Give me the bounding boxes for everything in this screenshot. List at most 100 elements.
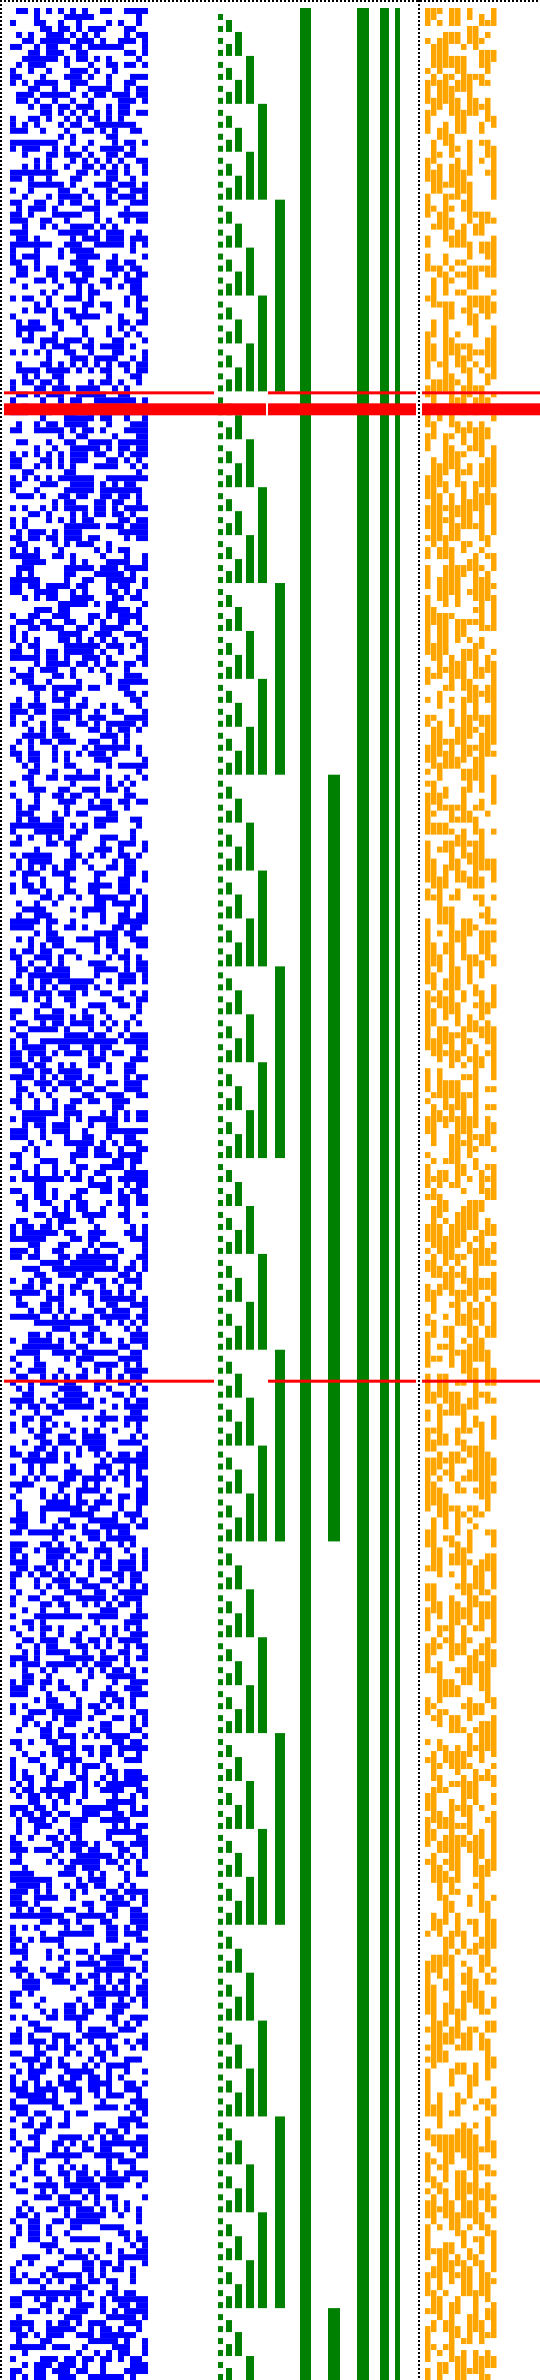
green-bit-run — [218, 253, 223, 260]
orange-cell-run — [431, 2176, 437, 2189]
blue-cell — [106, 1373, 112, 1380]
orange-cell-run — [479, 690, 485, 697]
blue-cell — [46, 1403, 58, 1410]
green-bit-run — [218, 1379, 223, 1386]
green-bit-run — [235, 2044, 242, 2069]
green-bit-run — [226, 235, 232, 248]
blue-cell — [130, 2362, 148, 2369]
blue-cell — [22, 295, 34, 302]
blue-cell — [136, 1499, 148, 1506]
blue-cell — [118, 1493, 130, 1500]
blue-cell — [10, 211, 22, 218]
orange-cell-run — [461, 427, 467, 446]
green-bit-run — [226, 834, 232, 847]
blue-cell — [88, 636, 94, 643]
orange-cell-run — [479, 1643, 485, 1656]
orange-cell-run — [431, 43, 437, 68]
orange-cell-run — [479, 990, 485, 1021]
green-bit-run — [218, 121, 223, 128]
orange-cell-run — [485, 2038, 491, 2081]
blue-cell — [16, 900, 22, 907]
orange-cell-run — [455, 397, 461, 404]
blue-cell — [64, 2176, 70, 2183]
blue-cell — [100, 1283, 106, 1290]
blue-cell — [70, 517, 76, 524]
blue-cell — [94, 2170, 100, 2177]
blue-cell — [16, 960, 22, 967]
orange-cell-run — [455, 1080, 461, 1111]
blue-cell — [136, 1020, 142, 1027]
blue-cell — [130, 2098, 148, 2105]
blue-cell — [46, 439, 52, 446]
blue-cell — [16, 1361, 22, 1368]
blue-cell — [58, 547, 64, 554]
blue-cell — [22, 1265, 40, 1272]
blue-cell — [100, 2140, 148, 2147]
green-bit-run — [235, 1517, 242, 1542]
orange-cell-run — [479, 2098, 485, 2105]
blue-cell — [124, 1325, 130, 1332]
blue-cell — [46, 2080, 52, 2087]
green-bit-run — [218, 1751, 223, 1758]
blue-cell — [10, 2002, 22, 2009]
blue-cell — [40, 2008, 46, 2015]
blue-cell — [142, 355, 148, 362]
blue-cell — [94, 660, 100, 667]
green-bit-run — [218, 373, 223, 380]
green-bit-run — [218, 505, 223, 512]
blue-cell — [118, 2230, 130, 2237]
blue-cell — [34, 475, 40, 482]
blue-cell — [82, 912, 88, 919]
orange-cell-run — [425, 433, 431, 452]
blue-cell — [70, 1637, 82, 1644]
blue-cell — [94, 948, 100, 955]
orange-cell-run — [449, 1679, 455, 1698]
blue-cell — [118, 1343, 130, 1350]
orange-cell-run — [449, 493, 455, 542]
blue-cell — [16, 1217, 28, 1224]
blue-cell — [136, 319, 148, 326]
blue-cell — [40, 1679, 52, 1686]
blue-cell — [70, 79, 88, 86]
blue-cell — [10, 1601, 16, 1608]
blue-cell — [94, 2254, 100, 2261]
blue-cell — [136, 1475, 148, 1482]
blue-cell — [100, 2260, 112, 2267]
green-bit-run — [218, 1367, 223, 1374]
orange-cell-run — [455, 421, 461, 434]
blue-cell — [112, 595, 124, 601]
blue-cell — [124, 1068, 136, 1075]
blue-cell — [76, 253, 100, 260]
blue-cell — [28, 1026, 58, 1033]
orange-cell-run — [455, 858, 461, 883]
blue-cell — [106, 157, 112, 164]
blue-cell — [88, 738, 100, 745]
blue-cell — [64, 1655, 94, 1662]
orange-cell-run — [449, 1876, 455, 1895]
blue-cell — [34, 2368, 46, 2375]
blue-cell — [124, 870, 136, 877]
blue-cell — [64, 1026, 70, 1033]
orange-cell-run — [461, 1667, 467, 1686]
green-bit-run — [218, 1858, 223, 1865]
blue-cell — [10, 349, 16, 356]
blue-cell — [76, 2302, 94, 2309]
blue-cell — [136, 2212, 142, 2219]
blue-cell — [76, 1697, 82, 1704]
green-bit-run — [218, 816, 223, 823]
blue-cell — [10, 523, 16, 530]
blue-cell — [34, 606, 52, 613]
orange-cell-run — [473, 385, 479, 392]
blue-cell — [106, 1026, 112, 1033]
orange-cell-run — [461, 1349, 467, 1374]
blue-cell — [58, 2248, 64, 2255]
green-bit-run — [218, 565, 223, 572]
blue-cell — [64, 2296, 70, 2303]
blue-cell — [40, 864, 46, 871]
blue-cell — [124, 385, 130, 392]
green-bit-run — [218, 589, 223, 596]
orange-cell-run — [485, 1858, 491, 1877]
orange-cell-run — [437, 265, 443, 278]
blue-cell — [118, 1852, 124, 1859]
blue-cell — [22, 2200, 28, 2207]
